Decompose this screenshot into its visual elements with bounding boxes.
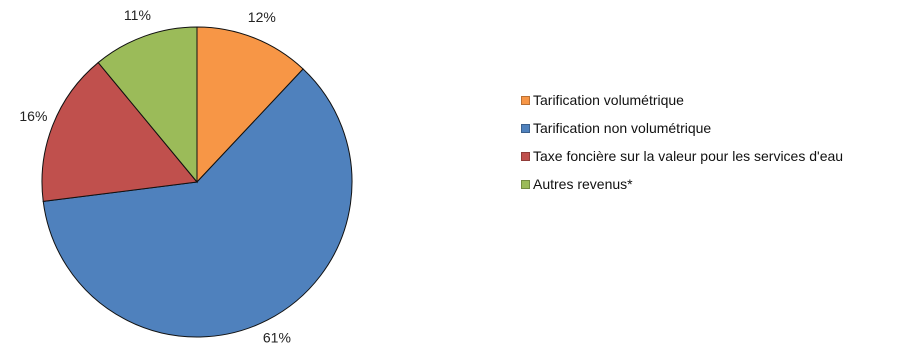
pie-value-label-taxe-fonciere-sur-la-valeur-pour-les-services-d-eau: 16% bbox=[19, 108, 47, 124]
legend-swatch-taxe-fonciere bbox=[521, 151, 530, 161]
pie-value-label-tarification-volumetrique: 12% bbox=[248, 9, 276, 25]
pie-slice-autres-revenus bbox=[97, 26, 198, 184]
pie-value-labels: 12% 61% 16% 11% bbox=[19, 7, 291, 345]
legend-label-tarification-volumetrique: Tarification volumétrique bbox=[533, 92, 684, 108]
legend-swatch-autres-revenus bbox=[521, 179, 530, 189]
pie-value-label-autres-revenus: 11% bbox=[124, 7, 151, 23]
pie-slice-tarification-non-volumetrique bbox=[42, 68, 353, 338]
legend: Tarification volumétrique Tarification n… bbox=[521, 86, 843, 198]
legend-label-autres-revenus: Autres revenus* bbox=[533, 176, 633, 192]
legend-swatch-tarification-volumetrique bbox=[521, 95, 530, 105]
legend-item-tarification-non-volumetrique: Tarification non volumétrique bbox=[521, 114, 843, 142]
legend-item-taxe-fonciere: Taxe foncière sur la valeur pour les ser… bbox=[521, 142, 843, 170]
legend-swatch-tarification-non-volumetrique bbox=[521, 123, 530, 133]
pie-slice-tarification-volumetrique bbox=[196, 26, 304, 184]
pie-slices bbox=[41, 26, 353, 338]
pie-slice-taxe-fonciere-sur-la-valeur-pour-les-services-d-eau bbox=[41, 61, 198, 202]
pie-value-label-tarification-non-volumetrique: 61% bbox=[263, 330, 291, 345]
legend-label-taxe-fonciere: Taxe foncière sur la valeur pour les ser… bbox=[533, 148, 844, 164]
legend-item-autres-revenus: Autres revenus* bbox=[521, 170, 843, 198]
legend-label-tarification-non-volumetrique: Tarification non volumétrique bbox=[533, 120, 712, 136]
legend-item-tarification-volumetrique: Tarification volumétrique bbox=[521, 86, 843, 114]
